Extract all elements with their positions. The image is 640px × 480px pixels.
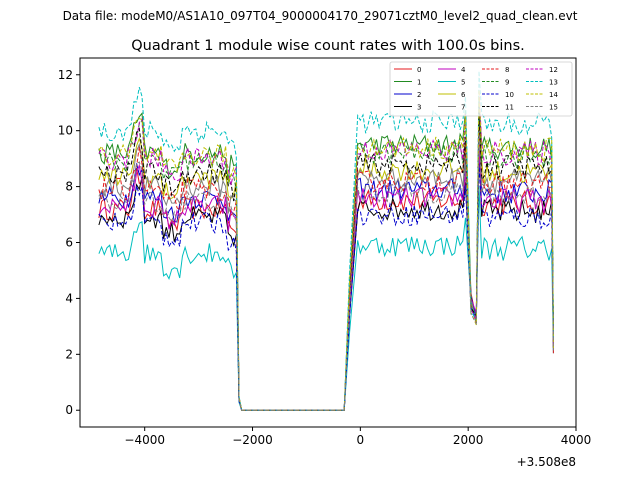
series-line-14	[98, 90, 554, 411]
legend-label: 0	[417, 66, 421, 74]
legend-label: 3	[417, 104, 421, 112]
chart-title: Quadrant 1 module wise count rates with …	[131, 38, 525, 54]
series-line-15	[98, 130, 554, 411]
legend-label: 11	[505, 104, 514, 112]
legend-label: 8	[505, 66, 509, 74]
legend-label: 4	[461, 66, 466, 74]
y-tick-label: 2	[65, 347, 73, 361]
legend-label: 10	[505, 91, 514, 99]
legend-label: 9	[505, 79, 509, 87]
legend-box	[389, 61, 573, 117]
legend-label: 12	[549, 66, 558, 74]
y-axis: 0 2 4 6 8 10 12	[58, 68, 80, 417]
x-axis: −4000 −2000 0 2000 4000	[124, 427, 591, 447]
y-tick-label: 12	[58, 68, 73, 82]
legend-label: 7	[461, 104, 465, 112]
legend-label: 2	[417, 91, 421, 99]
y-tick-label: 10	[58, 124, 73, 138]
series-line-13	[98, 70, 554, 411]
y-tick-label: 0	[65, 403, 73, 417]
legend-label: 15	[549, 104, 558, 112]
legend-label: 6	[461, 91, 466, 99]
x-tick-label: −4000	[124, 433, 165, 447]
chart-suptitle: Data file: modeM0/AS1A10_097T04_90000041…	[63, 9, 578, 23]
x-tick-label: 2000	[453, 433, 484, 447]
x-tick-label: 0	[357, 433, 365, 447]
y-tick-label: 4	[65, 291, 73, 305]
legend-label: 1	[417, 79, 421, 87]
series-lines	[98, 70, 554, 411]
y-tick-label: 6	[65, 236, 73, 250]
x-offset-label: +3.508e8	[517, 455, 576, 469]
x-tick-label: 4000	[561, 433, 592, 447]
x-tick-label: −2000	[232, 433, 273, 447]
legend-label: 14	[549, 91, 558, 99]
y-tick-label: 8	[65, 180, 73, 194]
legend-label: 5	[461, 79, 465, 87]
legend-label: 13	[549, 79, 558, 87]
series-line-8	[98, 126, 554, 411]
